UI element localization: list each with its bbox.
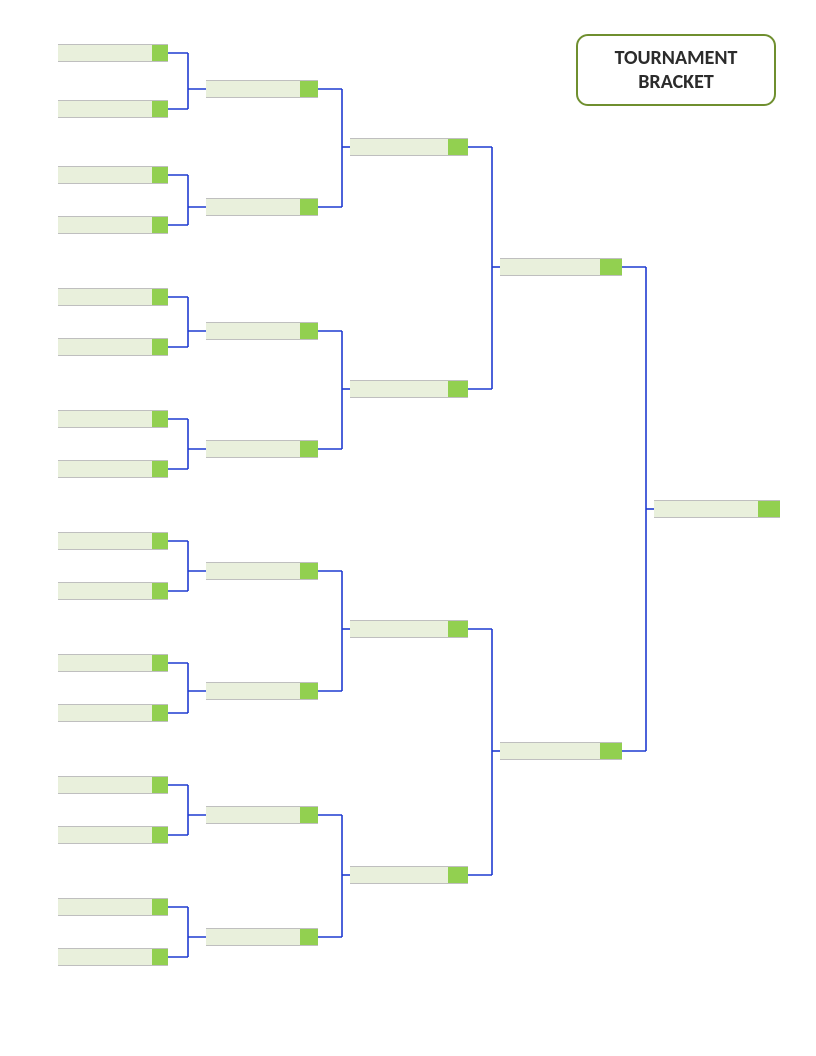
seed-box — [152, 461, 168, 477]
seed-box — [300, 323, 318, 339]
slot-r2-0 — [206, 80, 318, 98]
title-line2: BRACKET — [615, 70, 738, 94]
slot-r3-2 — [350, 620, 468, 638]
seed-box — [152, 411, 168, 427]
seed-box — [600, 259, 622, 275]
slot-r1-15 — [58, 948, 168, 966]
slot-r1-5 — [58, 338, 168, 356]
seed-box — [152, 533, 168, 549]
seed-box — [758, 501, 780, 517]
seed-box — [448, 867, 468, 883]
seed-box — [300, 929, 318, 945]
slot-r3-3 — [350, 866, 468, 884]
slot-r1-12 — [58, 776, 168, 794]
seed-box — [152, 949, 168, 965]
slot-r1-10 — [58, 654, 168, 672]
slot-r2-3 — [206, 440, 318, 458]
slot-r1-13 — [58, 826, 168, 844]
seed-box — [152, 655, 168, 671]
slot-r1-3 — [58, 216, 168, 234]
slot-r2-1 — [206, 198, 318, 216]
seed-box — [152, 167, 168, 183]
slot-r1-0 — [58, 44, 168, 62]
slot-r2-2 — [206, 322, 318, 340]
slot-r3-1 — [350, 380, 468, 398]
slot-r4-1 — [500, 742, 622, 760]
seed-box — [152, 339, 168, 355]
slot-r1-2 — [58, 166, 168, 184]
slot-r1-4 — [58, 288, 168, 306]
seed-box — [448, 621, 468, 637]
seed-box — [300, 441, 318, 457]
slot-r2-5 — [206, 682, 318, 700]
slot-r1-7 — [58, 460, 168, 478]
slot-r1-9 — [58, 582, 168, 600]
slot-r2-4 — [206, 562, 318, 580]
seed-box — [152, 101, 168, 117]
seed-box — [152, 289, 168, 305]
seed-box — [300, 683, 318, 699]
title-box: TOURNAMENT BRACKET — [576, 34, 776, 106]
slot-r1-1 — [58, 100, 168, 118]
seed-box — [300, 199, 318, 215]
seed-box — [152, 827, 168, 843]
seed-box — [448, 139, 468, 155]
seed-box — [448, 381, 468, 397]
seed-box — [300, 81, 318, 97]
slot-r1-11 — [58, 704, 168, 722]
slot-r1-14 — [58, 898, 168, 916]
seed-box — [152, 777, 168, 793]
seed-box — [152, 705, 168, 721]
slot-r1-8 — [58, 532, 168, 550]
title-line1: TOURNAMENT — [615, 46, 738, 70]
slot-r2-7 — [206, 928, 318, 946]
slot-r5-0 — [654, 500, 780, 518]
seed-box — [152, 899, 168, 915]
seed-box — [152, 45, 168, 61]
slot-r2-6 — [206, 806, 318, 824]
seed-box — [300, 563, 318, 579]
slot-r3-0 — [350, 138, 468, 156]
seed-box — [300, 807, 318, 823]
seed-box — [152, 583, 168, 599]
seed-box — [152, 217, 168, 233]
seed-box — [600, 743, 622, 759]
slot-r1-6 — [58, 410, 168, 428]
slot-r4-0 — [500, 258, 622, 276]
